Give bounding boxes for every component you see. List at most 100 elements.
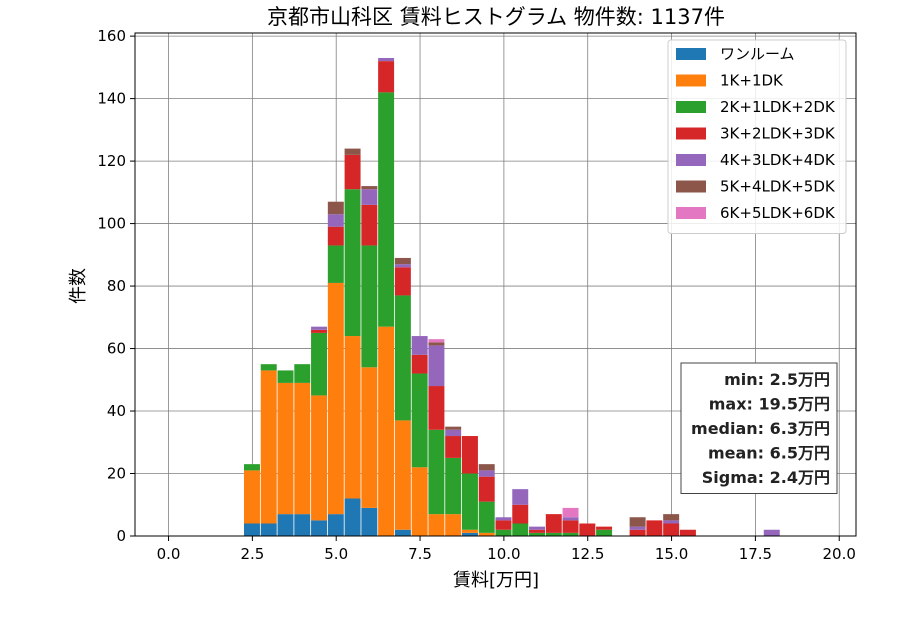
x-tick-label: 17.5 [739,545,772,563]
bar-segment [394,264,411,268]
x-tick-label: 7.5 [408,545,432,563]
y-tick-label: 60 [107,340,126,358]
bar-segment [260,364,277,371]
bar-segment [562,517,579,521]
bar-segment [344,498,361,536]
legend-label: 2K+1LDK+2DK [720,98,836,116]
bar-segment [311,332,328,396]
bars [243,57,780,536]
bar-segment [411,467,428,536]
bar-segment [327,282,344,515]
bar-segment [361,245,378,368]
bar-segment [512,489,529,505]
bar-segment [394,267,411,296]
bar-segment [428,339,445,343]
chart-title: 京都市山科区 賃料ヒストグラム 物件数: 1137件 [267,5,725,29]
bar-segment [445,429,462,437]
legend-swatch [676,74,706,87]
bar-segment [411,373,428,468]
bar-segment [378,61,395,93]
bar-segment [646,520,663,536]
bar-segment [763,529,780,536]
bar-segment [294,382,311,515]
bar-segment [529,526,546,530]
bar-segment [394,295,411,421]
bar-segment [478,501,495,533]
bar-segment [495,517,512,521]
bar-segment [311,395,328,521]
bar-segment [445,436,462,458]
legend-label: 5K+4LDK+5DK [720,178,836,196]
x-tick-label: 12.5 [571,545,604,563]
legend-label: ワンルーム [720,45,795,63]
bar-segment [629,526,646,530]
bar-segment [545,532,562,536]
legend-swatch [676,101,706,113]
bar-segment [260,523,277,536]
stats-line: max: 19.5万円 [709,395,830,414]
y-tick-label: 160 [97,27,126,45]
legend-label: 6K+5LDK+6DK [720,204,836,222]
legend-swatch [676,127,706,140]
x-axis-ticks: 0.0 2.5 5.0 7.5 10.0 12.5 15.0 17.5 20.0 [157,536,856,563]
bar-segment [394,420,411,530]
bar-segment [445,457,462,515]
plot-frame [134,32,857,537]
legend-swatch [676,154,706,166]
bar-segment [495,529,512,536]
bar-segment [428,429,445,515]
legend-swatch [676,48,706,60]
legend-label: 1K+1DK [720,72,784,90]
y-axis-label: 件数 [68,268,89,304]
x-tick-label: 2.5 [240,545,264,563]
bar-segment [495,520,512,530]
x-tick-label: 10.0 [487,545,520,563]
bar-segment [478,470,495,477]
bar-segment [327,245,344,283]
bar-segment [428,345,445,387]
bar-segment [394,257,411,265]
y-axis-ticks: 0 20 40 60 80 100 120 140 160 [97,27,135,545]
bar-segment [428,342,445,346]
bar-segment [243,470,260,524]
x-axis-label: 賃料[万円] [453,570,539,591]
bar-segment [596,529,613,536]
bar-segment [361,367,378,508]
bar-segment [294,514,311,536]
x-tick-label: 5.0 [324,545,348,563]
bar-segment [260,370,277,524]
bar-segment [579,523,596,536]
legend-label: 4K+3LDK+4DK [720,151,836,169]
x-tick-label: 15.0 [655,545,688,563]
legend: ワンルーム 1K+1DK 2K+1LDK+2DK 3K+2LDK+3DK 4K+3LDK… [667,39,847,234]
bar-segment [512,504,529,524]
bar-segment [478,476,495,502]
y-tick-label: 80 [107,277,126,295]
bar-segment [679,529,696,536]
stats-box-frame [680,362,838,494]
bar-segment [243,523,260,536]
bar-segment [461,473,478,530]
bar-segment [428,514,445,536]
bar-segment [277,382,294,515]
bar-segment [529,529,546,533]
bar-segment [294,364,311,383]
bar-segment [461,532,478,536]
bar-segment [327,226,344,246]
y-tick-label: 0 [116,527,126,545]
legend-box [667,39,847,234]
bar-segment [461,529,478,533]
bar-segment [411,336,428,355]
bar-segment [629,517,646,527]
bar-segment [629,529,646,536]
bar-segment [596,526,613,530]
bar-segment [344,336,361,499]
stats-line: mean: 6.5万円 [708,444,830,463]
y-tick-label: 20 [107,465,126,483]
bar-segment [428,386,445,430]
bar-segment [411,354,428,374]
legend-swatch [676,180,706,193]
bar-segment [344,148,361,155]
bar-segment [327,514,344,536]
